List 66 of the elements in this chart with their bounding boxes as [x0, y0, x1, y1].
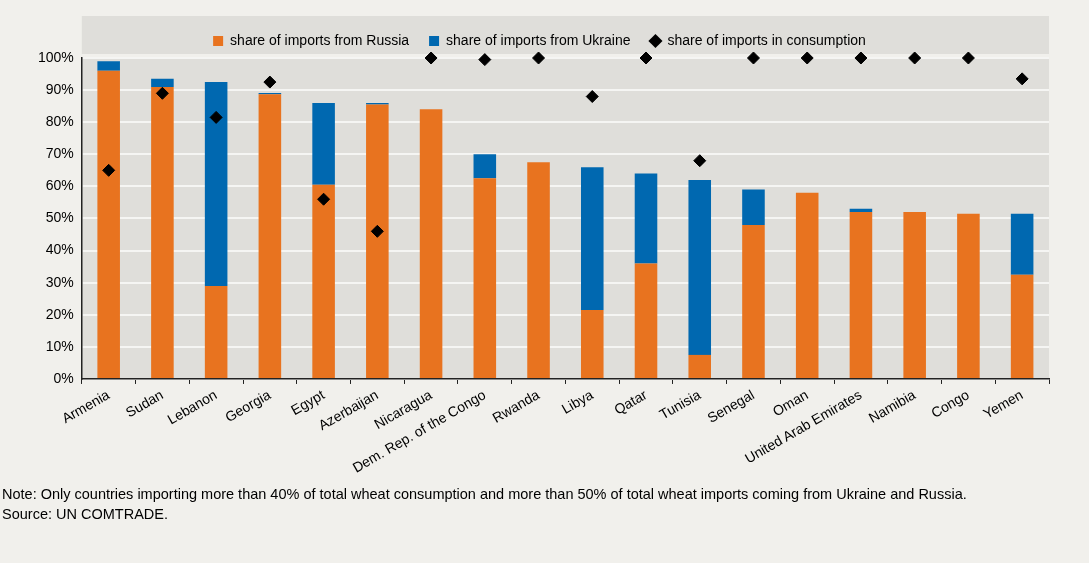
- point: [746, 51, 760, 65]
- bar: [634, 173, 658, 264]
- y-tick-label: 10%: [45, 337, 74, 354]
- y-tick-label: 100%: [37, 48, 74, 65]
- bar: [742, 224, 765, 378]
- point: [639, 51, 653, 65]
- bar: [473, 154, 497, 179]
- bar: [849, 208, 873, 213]
- bar: [1010, 213, 1034, 275]
- x-tick-label: Libya: [558, 386, 596, 417]
- bar: [688, 179, 712, 355]
- bar: [903, 212, 926, 378]
- y-tick-label: 50%: [45, 209, 74, 226]
- bar: [97, 70, 120, 378]
- bar: [312, 102, 335, 185]
- bar: [204, 285, 228, 378]
- point: [209, 110, 223, 124]
- y-tick-label: 80%: [45, 113, 74, 130]
- point: [532, 51, 546, 65]
- y-tick-label: 60%: [45, 177, 74, 194]
- bar: [634, 263, 658, 378]
- y-tick-label: 20%: [45, 305, 74, 322]
- y-tick-label: 0%: [53, 369, 74, 386]
- bar: [688, 354, 712, 378]
- bar: [742, 189, 765, 225]
- y-tick-label: 90%: [45, 80, 74, 97]
- point: [155, 86, 169, 100]
- x-tick-label: Qatar: [611, 386, 650, 418]
- y-tick-label: 40%: [45, 241, 74, 258]
- point: [585, 90, 599, 104]
- bar: [419, 109, 443, 378]
- bar: [957, 213, 980, 378]
- bar: [204, 82, 228, 286]
- bar: [580, 167, 604, 310]
- source-note: Source: UN COMTRADE.: [2, 505, 169, 524]
- bar: [151, 78, 174, 87]
- x-tick-label: Oman: [769, 386, 811, 420]
- point: [370, 224, 384, 238]
- bar: [97, 61, 120, 71]
- y-tick-label: 70%: [45, 145, 74, 162]
- bar: [580, 309, 604, 378]
- point: [961, 51, 975, 65]
- point: [693, 154, 707, 168]
- bar: [258, 94, 282, 378]
- legend-label: share of imports from Ukraine: [446, 31, 631, 48]
- bar: [473, 178, 497, 378]
- bar: [1010, 274, 1034, 378]
- bar: [527, 162, 550, 378]
- bar: [366, 104, 389, 378]
- bar: [849, 212, 873, 378]
- point: [800, 51, 814, 65]
- bar: [312, 184, 335, 378]
- bar: [795, 192, 819, 378]
- legend-label: share of imports from Russia: [230, 31, 410, 48]
- bar: [151, 86, 174, 378]
- point: [317, 192, 331, 206]
- point: [478, 53, 492, 67]
- point: [263, 75, 277, 89]
- point: [102, 163, 116, 177]
- point: [1015, 72, 1029, 86]
- text: Note: Only countries importing more than 40% of total wheat consumption and more than 50% of total wheat imports coming from Ukraine and Russia.: [2, 485, 968, 504]
- legend-label: share of imports in consumption: [667, 31, 866, 48]
- point: [424, 51, 438, 65]
- point: [908, 51, 922, 65]
- y-tick-label: 30%: [45, 273, 74, 290]
- point: [854, 51, 868, 65]
